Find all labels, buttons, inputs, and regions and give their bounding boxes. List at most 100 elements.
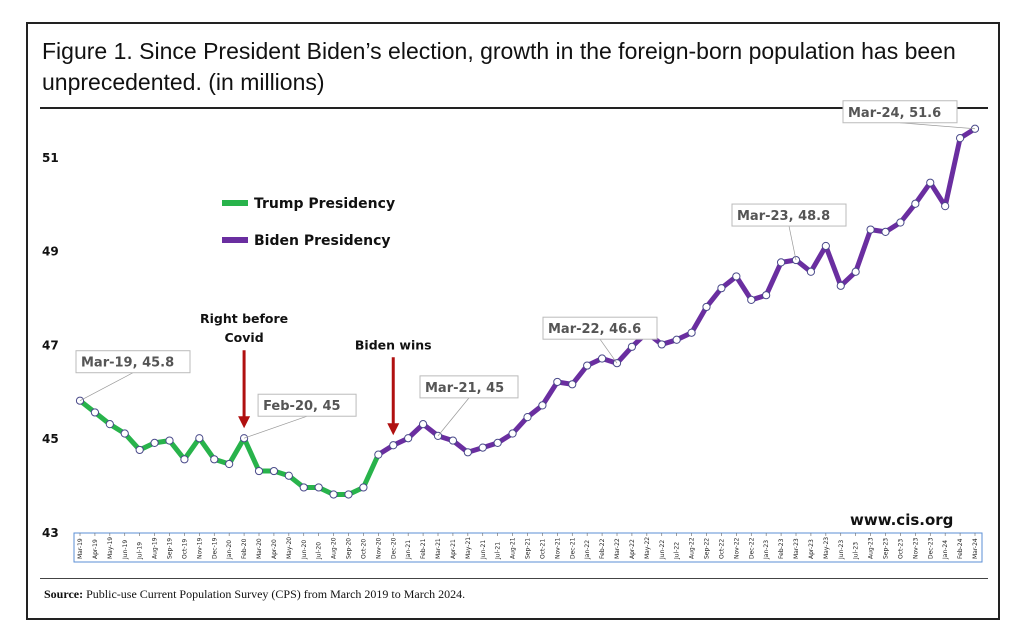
data-point: [374, 450, 383, 459]
x-tick-label: Oct-20: [360, 539, 367, 559]
x-tick-label: Sep-23: [883, 538, 890, 559]
figure-title: Figure 1. Since President Biden’s electi…: [42, 38, 956, 95]
data-point: [389, 441, 398, 450]
data-point: [150, 438, 159, 448]
x-tick-label: Nov-19: [196, 537, 203, 559]
data-point: [523, 413, 532, 422]
x-axis-box: [73, 532, 983, 563]
x-tick-label: Jan-23: [763, 540, 770, 560]
data-point: [732, 272, 741, 281]
data-point: [210, 455, 219, 464]
x-tick-label: Feb-21: [420, 538, 427, 559]
x-tick-label: Jun-23: [838, 540, 845, 560]
data-point: [911, 199, 920, 208]
data-point: [105, 420, 114, 429]
x-tick-label: Jan-20: [226, 540, 233, 560]
callout-label: Feb-20, 45: [263, 399, 341, 414]
x-tick-label: Jan-21: [405, 540, 412, 560]
y-tick-label: 49: [42, 245, 59, 259]
x-tick-label: Oct-23: [897, 539, 904, 559]
callout-label: Mar-24, 51.6: [848, 106, 941, 121]
data-point: [762, 291, 771, 300]
x-tick-label: May-19: [107, 537, 114, 559]
data-point: [478, 443, 487, 452]
data-point: [941, 202, 950, 211]
callout-box: [257, 393, 357, 417]
x-tick-label: Mar-23: [793, 538, 800, 559]
x-tick-label: Apr-23: [808, 539, 815, 559]
data-point: [806, 267, 816, 276]
x-tick-label: May-22: [644, 537, 651, 559]
x-tick-label: Aug-23: [868, 537, 875, 559]
data-point: [508, 429, 517, 438]
x-tick-label: Jul-23: [853, 542, 860, 560]
data-point: [165, 436, 174, 445]
x-tick-label: Aug-20: [331, 537, 338, 559]
x-tick-label: Feb-22: [599, 538, 606, 559]
data-point: [702, 302, 711, 312]
data-point: [120, 429, 129, 438]
x-tick-label: Jan-22: [584, 540, 591, 560]
x-tick-label: Dec-19: [211, 537, 218, 559]
callout-leader: [79, 372, 134, 402]
data-point: [821, 241, 830, 251]
data-point: [583, 361, 592, 370]
source-label: Source:: [44, 587, 84, 601]
data-point: [314, 483, 323, 492]
series-line-biden: [375, 126, 978, 458]
callout-leader: [243, 415, 308, 439]
data-point: [90, 408, 100, 417]
data-point: [568, 380, 577, 389]
callout-label: Mar-22, 46.6: [548, 322, 641, 337]
x-tick-label: Mar-20: [256, 538, 263, 559]
legend-trump-label: Trump Presidency: [254, 196, 395, 212]
x-tick-label: Dec-22: [748, 537, 755, 559]
x-tick-label: Jul-19: [137, 542, 144, 560]
data-point: [493, 438, 502, 448]
data-point: [284, 471, 293, 480]
x-tick-label: Jun-22: [659, 540, 666, 560]
callout-label: Mar-21, 45: [425, 381, 504, 396]
data-point: [269, 466, 279, 476]
callout-leader: [899, 122, 976, 130]
callout-box: [542, 316, 658, 340]
callout-box: [419, 375, 519, 399]
data-point: [239, 434, 249, 443]
data-point: [553, 377, 562, 387]
legend-biden-label: Biden Presidency: [254, 233, 391, 249]
data-point: [955, 134, 965, 143]
annotation-arrow-head: [387, 423, 400, 436]
annotation-label: Covid: [225, 330, 264, 345]
watermark-text: www.cis.org: [850, 511, 953, 529]
x-tick-label: Apr-19: [92, 539, 99, 559]
data-point: [657, 340, 666, 349]
y-tick-label: 43: [42, 526, 59, 540]
callout-label: Mar-19, 45.8: [81, 356, 174, 371]
data-point: [851, 267, 860, 276]
x-tick-label: Nov-20: [375, 537, 382, 559]
annotation-label: Biden wins: [355, 337, 432, 352]
x-tick-label: Sep-19: [167, 538, 174, 559]
x-tick-label: Dec-20: [390, 537, 397, 559]
x-tick-label: Sep-21: [525, 538, 532, 559]
data-point: [299, 483, 308, 492]
callout-label: Mar-23, 48.8: [737, 209, 830, 224]
y-tick-label: 51: [42, 151, 59, 165]
x-tick-label: Sep-20: [346, 538, 353, 559]
data-point: [866, 225, 875, 234]
x-tick-label: Jul-22: [674, 542, 681, 560]
x-tick-label: Jun-19: [122, 540, 129, 560]
x-tick-label: Nov-23: [912, 537, 919, 559]
data-point: [597, 354, 607, 363]
y-tick-label: 47: [42, 338, 59, 352]
source-text: Public-use Current Population Survey (CP…: [83, 587, 466, 601]
data-point: [359, 483, 368, 492]
x-tick-label: Oct-19: [181, 539, 188, 559]
x-tick-label: Nov-22: [733, 537, 740, 559]
annotation-arrow-head: [238, 416, 251, 429]
data-point: [896, 218, 905, 227]
data-point: [717, 284, 726, 293]
data-point: [672, 335, 681, 344]
data-point: [747, 295, 756, 304]
